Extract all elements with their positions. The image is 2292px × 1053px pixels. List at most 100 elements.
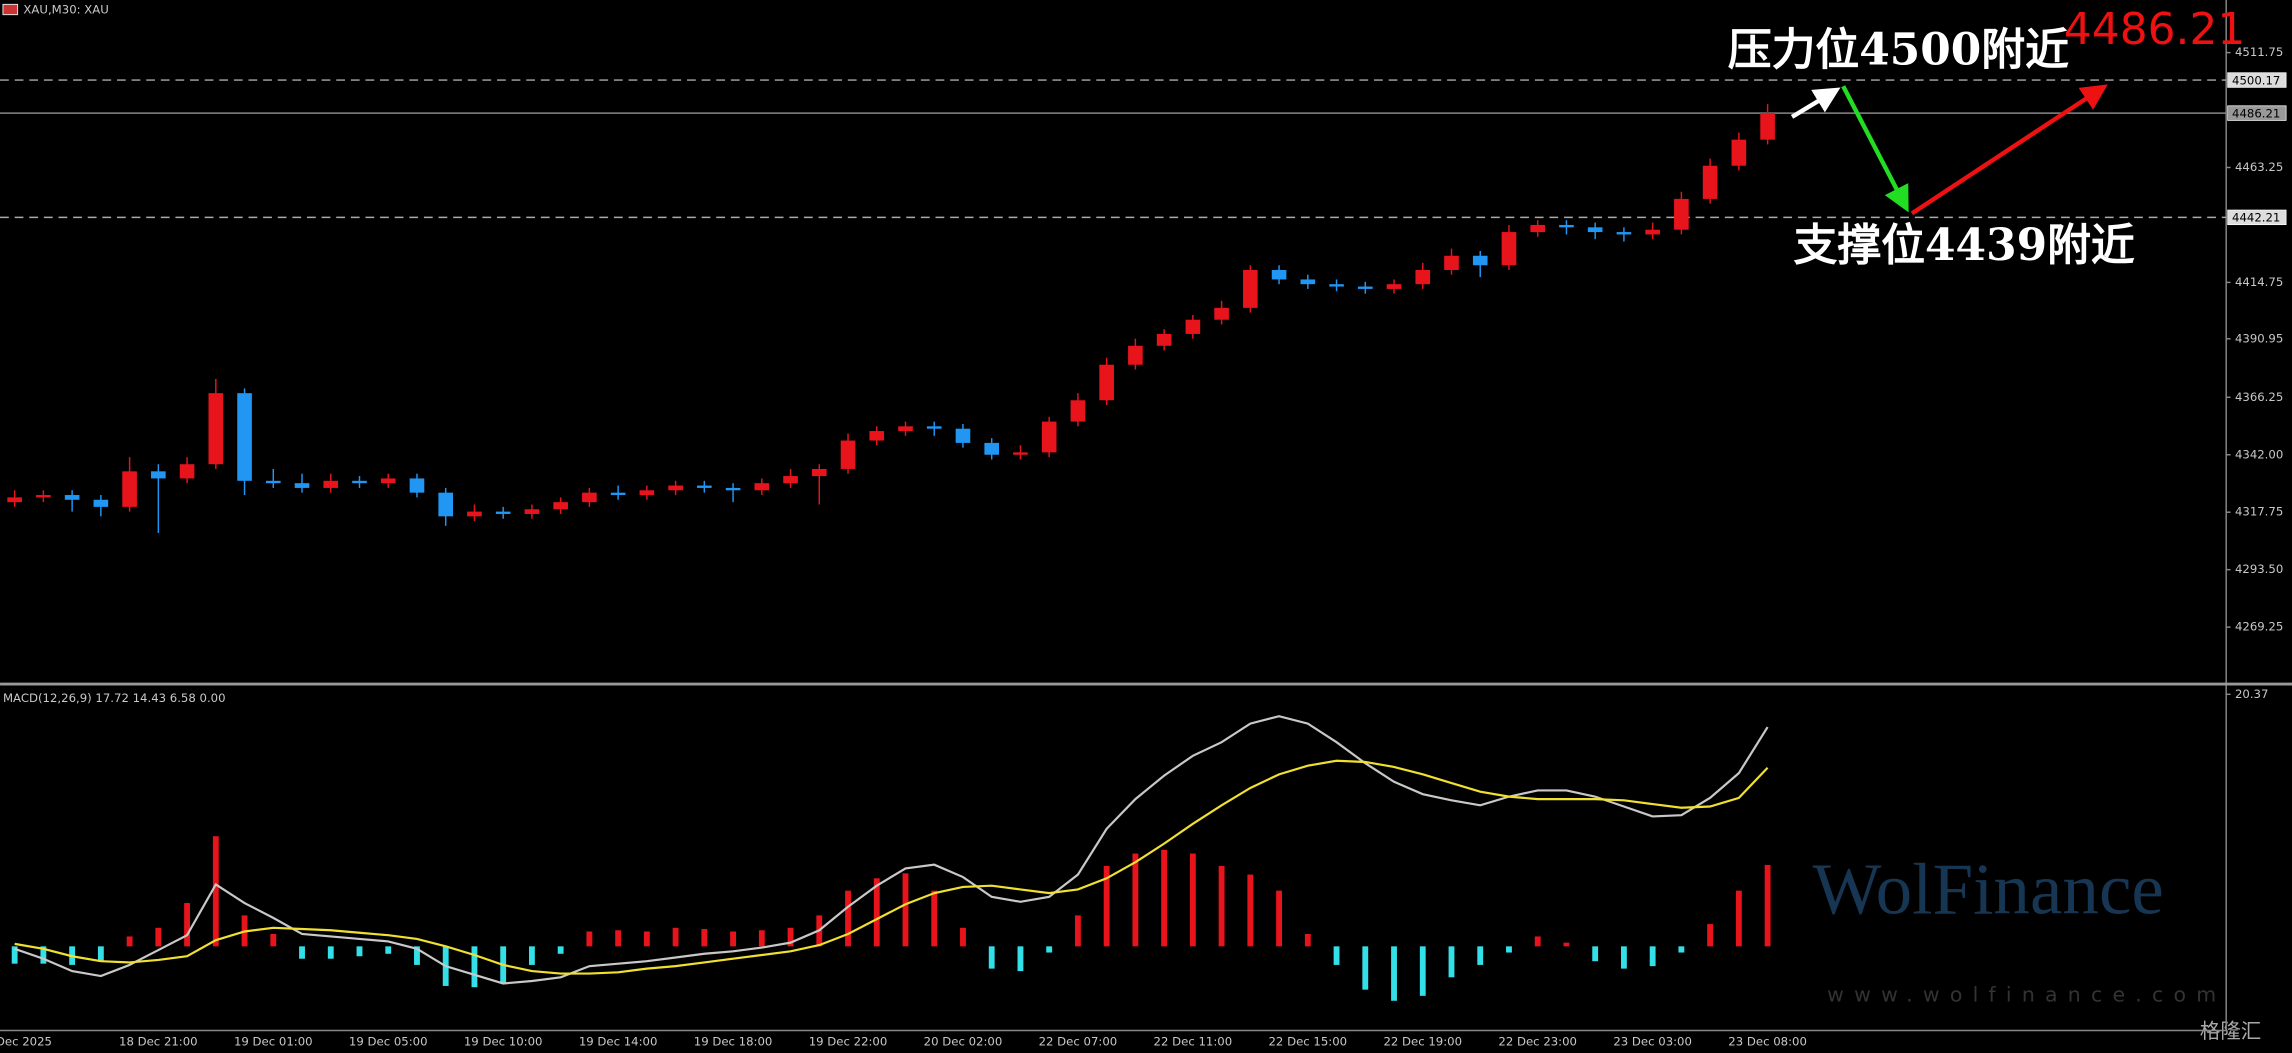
x-tick-label: 19 Dec 18:00 [694,1035,773,1049]
candle-body [1386,284,1402,289]
candle-body [179,464,195,479]
macd-tick-label: 20.37 [2235,687,2268,701]
candle-body [725,487,741,491]
macd-bar [615,930,622,947]
y-tick-label: 4342.00 [2235,447,2283,461]
candle-body [352,480,367,484]
macd-bar [1419,946,1426,996]
candle-body [1587,227,1603,233]
candle-body [294,483,310,488]
x-tick-label: 19 Dec 14:00 [579,1035,658,1049]
candle-body [1243,269,1258,308]
macd-bar [1448,946,1455,978]
candle-body [1128,345,1143,365]
price-level-label: 4500.17 [2232,73,2280,87]
watermark: WolFinance www.wolfinance.com 格隆汇 [1813,849,2262,1043]
y-tick-label: 4317.75 [2235,505,2283,519]
macd-line [14,715,1769,985]
macd-bar [931,890,938,947]
candle-body [467,511,482,517]
x-tick-label: 22 Dec 07:00 [1039,1035,1118,1049]
macd-bar [471,946,478,988]
candle-body [237,393,252,481]
candle-body [36,495,51,498]
macd-bar [327,946,334,959]
macd-bar [126,936,133,947]
macd-bar [1074,915,1081,947]
candle-body [1731,139,1747,166]
candle-body [1070,400,1086,422]
x-tick-label: 19 Dec 05:00 [349,1035,428,1049]
candle-body [1501,232,1517,266]
arrow-up [1790,87,1841,119]
candle-body [1645,229,1660,235]
candle-body [93,499,109,507]
macd-bar [845,890,851,947]
x-tick-label: 23 Dec 03:00 [1613,1035,1692,1049]
x-tick-label: 22 Dec 19:00 [1383,1035,1462,1049]
chart-header: XAU,M30: XAU [23,3,108,17]
candle-body [639,490,655,496]
macd-bar [730,931,736,947]
candle-body [984,442,1000,455]
macd-bar [1592,946,1599,962]
macd-bar [1362,946,1369,990]
candle-body [1472,255,1488,266]
macd-bar [557,946,564,954]
macd-bar [414,946,420,965]
macd-bar [873,878,880,947]
macd-label: MACD(12,26,9) 17.72 14.43 6.58 0.00 [3,691,226,705]
candle-body [1674,198,1689,230]
macd-bar [643,931,650,947]
y-tick-label: 4511.75 [2235,45,2283,59]
price-level-box [2227,209,2287,226]
macd-bar [1707,924,1714,947]
candle-body [7,497,22,503]
x-tick-label: 22 Dec 11:00 [1154,1035,1233,1049]
candle-body [1185,319,1201,334]
candle-body [323,480,339,488]
macd-bar [672,927,679,947]
candle-body [1156,333,1172,346]
price-level-label: 4442.21 [2232,211,2280,225]
macd-bar [299,946,305,959]
price-level-box [2227,72,2287,88]
macd-bar [97,946,104,962]
candle-body [582,492,597,503]
candle-body [1214,307,1229,320]
y-tick-label: 4366.25 [2235,390,2283,404]
x-tick-label: 22 Dec 15:00 [1269,1035,1348,1049]
macd-bar [1304,933,1311,947]
macd-bar [1276,890,1282,947]
candle-body [668,485,683,491]
macd-bar [1534,936,1541,947]
y-tick-label: 4269.25 [2235,620,2283,634]
candle-body [783,476,798,484]
macd-bar [356,946,363,957]
candle-body [1357,286,1373,289]
watermark-brand: WolFinance [1813,849,2164,930]
macd-bar [40,946,47,964]
current-price-note: 4486.21 [2064,4,2245,55]
price-level-box [2227,105,2287,121]
arrow-rebound [1910,84,2108,216]
plot: 4511.75 4463.25 4414.75 4390.95 4366.25 4342.… [0,45,2287,1049]
macd-bar [528,946,535,965]
candle-body [697,485,712,488]
arrow-down [1841,85,1909,213]
macd-bar [701,929,708,947]
macd-bar [1678,946,1685,953]
macd-bar [1506,946,1512,953]
macd-bar [1247,874,1254,947]
macd-bar [1161,849,1168,947]
candle-body [1013,452,1028,455]
candle-body [1444,255,1459,270]
symbol-icon [2,3,19,16]
candle-body [380,478,396,484]
x-tick-label: 20 Dec 02:00 [924,1035,1003,1049]
macd-bar [155,927,162,947]
candle-body [1760,113,1775,140]
x-tick-label: 19 Dec 22:00 [809,1035,888,1049]
